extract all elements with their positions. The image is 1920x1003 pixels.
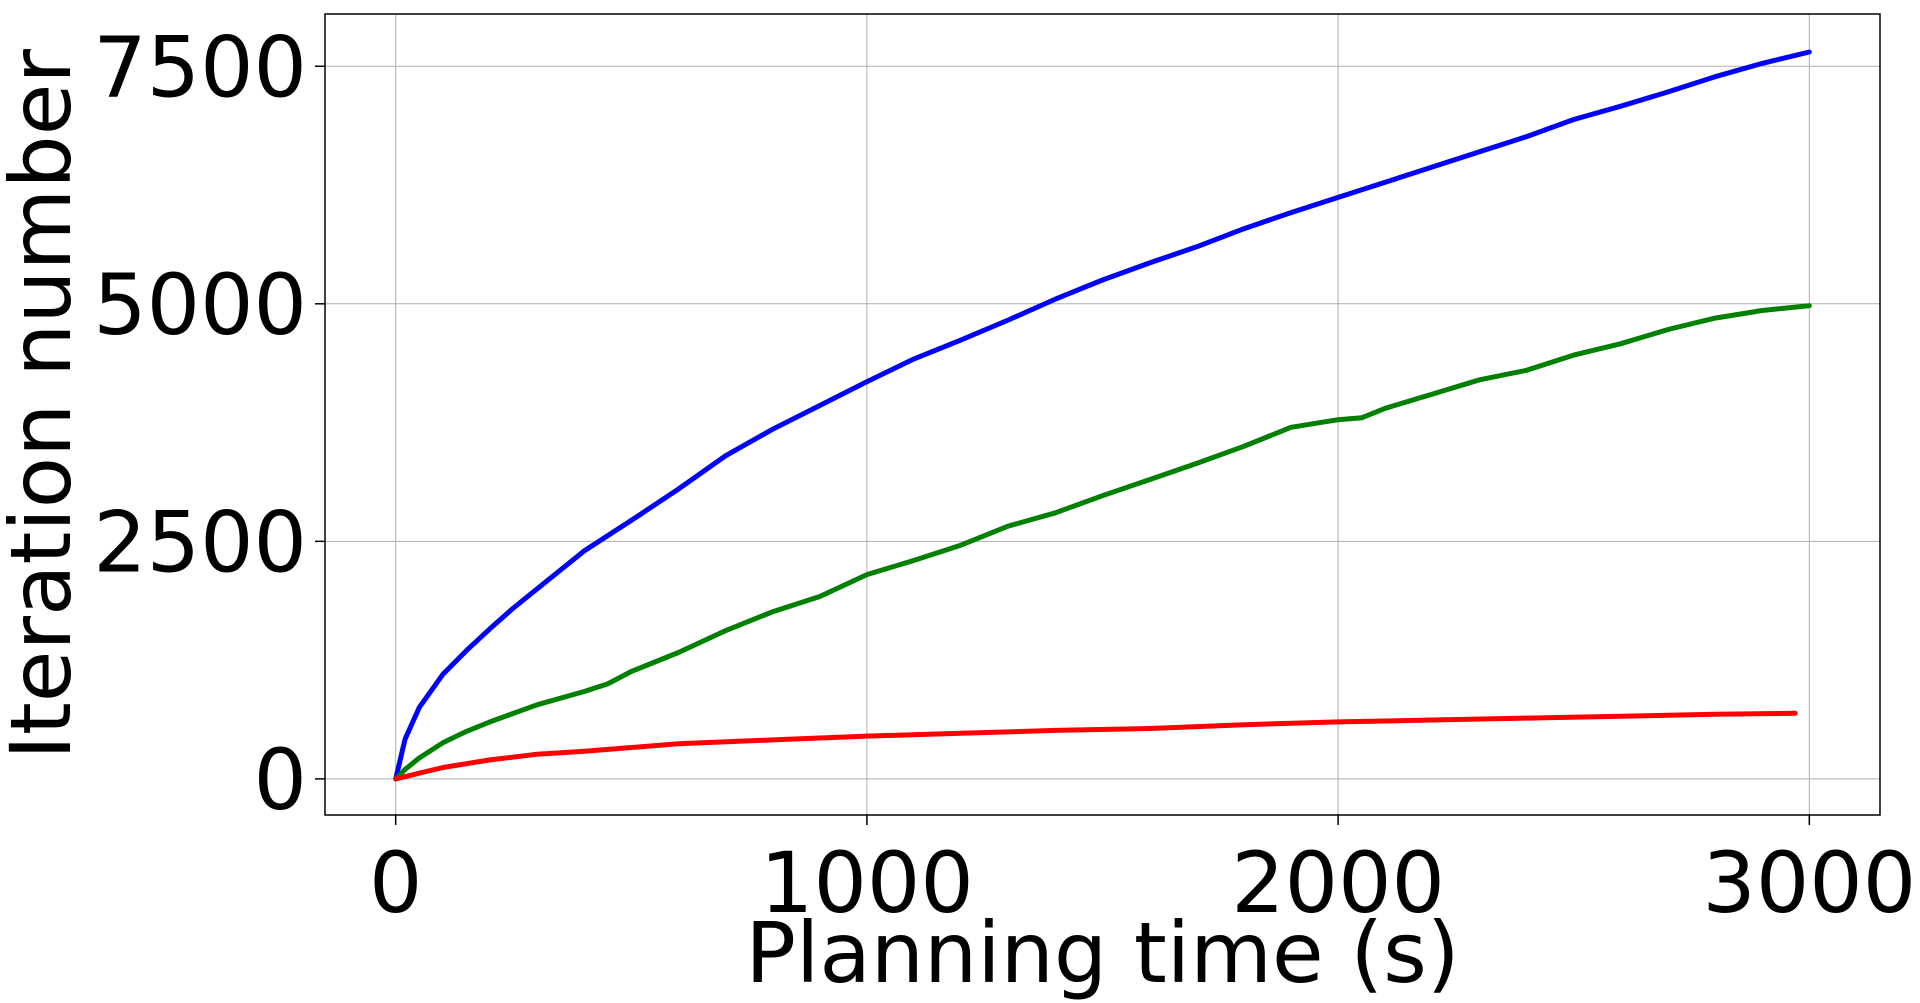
x-axis-label: Planning time (s) <box>745 904 1459 1002</box>
axis-ticks: 0 1000 2000 3000 0 2500 5000 7500 <box>93 18 1916 932</box>
y-tick-label: 7500 <box>93 18 307 116</box>
series-lines <box>393 49 1812 782</box>
x-tick-label: 1000 <box>760 834 974 932</box>
y-tick-label: 5000 <box>93 256 307 354</box>
grid-lines <box>325 14 1880 815</box>
plot-frame <box>324 13 1881 816</box>
y-axis-label: Iteration number <box>0 49 90 760</box>
series-line-2 <box>393 303 1812 782</box>
series-line-3 <box>393 710 1798 782</box>
x-tick-label: 2000 <box>1231 834 1445 932</box>
y-tick-label: 2500 <box>93 493 307 591</box>
y-tick-label: 0 <box>254 731 307 829</box>
x-tick-label: 3000 <box>1702 834 1916 932</box>
x-tick-label: 0 <box>369 834 422 932</box>
series-line-1 <box>393 49 1812 782</box>
